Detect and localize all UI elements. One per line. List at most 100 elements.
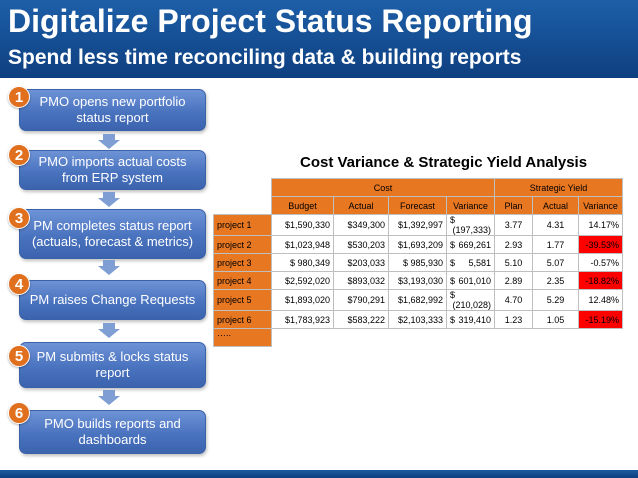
yield-variance-cell: -18.82% bbox=[578, 271, 623, 290]
row-label: project 4 bbox=[213, 271, 272, 290]
budget-cell: $ 980,349 bbox=[271, 253, 334, 272]
step-1-label: PMO opens new portfolio status report bbox=[39, 94, 186, 125]
page-title: Digitalize Project Status Reporting bbox=[8, 3, 533, 39]
step-3-badge: 3 bbox=[8, 207, 30, 229]
col-header-forecast: Forecast bbox=[388, 196, 447, 215]
step-3-label: PM completes status report (actuals, for… bbox=[31, 218, 194, 249]
step-1-badge: 1 bbox=[8, 86, 30, 108]
corner-cell bbox=[214, 197, 272, 215]
table-row: project 3 $ 980,349 $203,033 $ 985,930 $5,58… bbox=[213, 253, 623, 272]
step-5-badge: 5 bbox=[8, 345, 30, 367]
cost-variance-cell: $ (197,333) bbox=[446, 214, 495, 236]
step-4-badge: 4 bbox=[8, 273, 30, 295]
step-2-box: PMO imports actual costs from ERP system bbox=[19, 150, 206, 190]
row-label: project 6 bbox=[213, 310, 272, 329]
table-group-header-row: Cost Strategic Yield bbox=[214, 178, 623, 197]
currency-symbol: $ bbox=[450, 239, 456, 250]
col-header-budget: Budget bbox=[271, 196, 334, 215]
plan-cell: 1.23 bbox=[494, 310, 533, 329]
actual-cell: $790,291 bbox=[333, 289, 389, 311]
table-ellipsis-row: ….. bbox=[213, 328, 623, 347]
corner-cell bbox=[214, 179, 272, 197]
budget-cell: $1,590,330 bbox=[271, 214, 334, 236]
col-header-variance: Variance bbox=[446, 196, 495, 215]
yield-actual-cell: 5.29 bbox=[532, 289, 579, 311]
variance-value: 319,410 bbox=[458, 314, 491, 325]
actual-cell: $583,222 bbox=[333, 310, 389, 329]
table-row: project 2 $1,023,948 $530,203 $1,693,209 $66… bbox=[213, 235, 623, 254]
plan-cell: 3.77 bbox=[494, 214, 533, 236]
actual-cell: $349,300 bbox=[333, 214, 389, 236]
row-label: project 2 bbox=[213, 235, 272, 254]
forecast-cell: $1,392,997 bbox=[388, 214, 447, 236]
forecast-cell: $3,193,030 bbox=[388, 271, 447, 290]
forecast-cell: $ 985,930 bbox=[388, 253, 447, 272]
actual-cell: $893,032 bbox=[333, 271, 389, 290]
table-body: project 1 $1,590,330 $349,300 $1,392,997 $ (1… bbox=[213, 214, 623, 329]
variance-value: (210,028) bbox=[452, 300, 491, 310]
step-4-box: PM raises Change Requests bbox=[19, 280, 206, 320]
forecast-cell: $2,103,333 bbox=[388, 310, 447, 329]
group-header-yield: Strategic Yield bbox=[494, 178, 623, 197]
table-row: project 5 $1,893,020 $790,291 $1,682,992 $ (2… bbox=[213, 289, 623, 311]
step-2-label: PMO imports actual costs from ERP system bbox=[38, 154, 187, 185]
variance-value: 601,010 bbox=[458, 275, 491, 286]
currency-symbol: $ bbox=[450, 275, 456, 286]
budget-cell: $1,893,020 bbox=[271, 289, 334, 311]
yield-actual-cell: 4.31 bbox=[532, 214, 579, 236]
col-header-yield-actual: Actual bbox=[532, 196, 579, 215]
step-4-label: PM raises Change Requests bbox=[29, 292, 196, 307]
currency-symbol: $ bbox=[450, 215, 456, 226]
yield-actual-cell: 1.77 bbox=[532, 235, 579, 254]
row-label: project 5 bbox=[213, 289, 272, 311]
col-header-actual: Actual bbox=[333, 196, 389, 215]
table-row: project 1 $1,590,330 $349,300 $1,392,997 $ (1… bbox=[213, 214, 623, 236]
plan-cell: 4.70 bbox=[494, 289, 533, 311]
variance-value: 5,581 bbox=[468, 257, 491, 268]
budget-cell: $2,592,020 bbox=[271, 271, 334, 290]
down-arrow-icon bbox=[98, 323, 120, 338]
yield-variance-cell: 14.17% bbox=[578, 214, 623, 236]
cost-variance-cell: $669,261 bbox=[446, 235, 495, 254]
actual-cell: $203,033 bbox=[333, 253, 389, 272]
col-header-yield-variance: Variance bbox=[578, 196, 623, 215]
group-header-cost: Cost bbox=[271, 178, 495, 197]
header-banner: Digitalize Project Status Reporting Spen… bbox=[0, 0, 638, 78]
yield-variance-cell: 12.48% bbox=[578, 289, 623, 311]
cost-variance-table: Cost Strategic Yield Budget Actual Forec… bbox=[213, 178, 623, 347]
page-subtitle: Spend less time reconciling data & build… bbox=[8, 46, 522, 69]
currency-symbol: $ bbox=[450, 257, 456, 268]
variance-value: (197,333) bbox=[452, 225, 491, 235]
forecast-cell: $1,693,209 bbox=[388, 235, 447, 254]
budget-cell: $1,783,923 bbox=[271, 310, 334, 329]
step-1-box: PMO opens new portfolio status report bbox=[19, 89, 206, 131]
down-arrow-icon bbox=[98, 390, 120, 405]
currency-symbol: $ bbox=[450, 290, 456, 301]
col-header-plan: Plan bbox=[494, 196, 533, 215]
actual-cell: $530,203 bbox=[333, 235, 389, 254]
step-5-label: PM submits & locks status report bbox=[36, 349, 189, 380]
cost-variance-cell: $ (210,028) bbox=[446, 289, 495, 311]
row-label: project 1 bbox=[213, 214, 272, 236]
cost-variance-cell: $5,581 bbox=[446, 253, 495, 272]
step-6-label: PMO builds reports and dashboards bbox=[44, 416, 181, 447]
table-row: project 4 $2,592,020 $893,032 $3,193,030 $60… bbox=[213, 271, 623, 290]
plan-cell: 2.89 bbox=[494, 271, 533, 290]
table-column-header-row: Budget Actual Forecast Variance Plan Act… bbox=[214, 196, 623, 215]
row-label: project 3 bbox=[213, 253, 272, 272]
yield-actual-cell: 2.35 bbox=[532, 271, 579, 290]
ellipsis-cell: ….. bbox=[213, 328, 272, 347]
cost-variance-cell: $601,010 bbox=[446, 271, 495, 290]
yield-variance-cell: -0.57% bbox=[578, 253, 623, 272]
step-6-badge: 6 bbox=[8, 402, 30, 424]
yield-actual-cell: 1.05 bbox=[532, 310, 579, 329]
step-6-box: PMO builds reports and dashboards bbox=[19, 410, 206, 454]
step-5-box: PM submits & locks status report bbox=[19, 342, 206, 388]
step-2-badge: 2 bbox=[8, 144, 30, 166]
forecast-cell: $1,682,992 bbox=[388, 289, 447, 311]
currency-symbol: $ bbox=[450, 314, 456, 325]
step-3-box: PM completes status report (actuals, for… bbox=[19, 209, 206, 259]
cost-variance-cell: $319,410 bbox=[446, 310, 495, 329]
plan-cell: 5.10 bbox=[494, 253, 533, 272]
footer-bar bbox=[0, 470, 638, 478]
